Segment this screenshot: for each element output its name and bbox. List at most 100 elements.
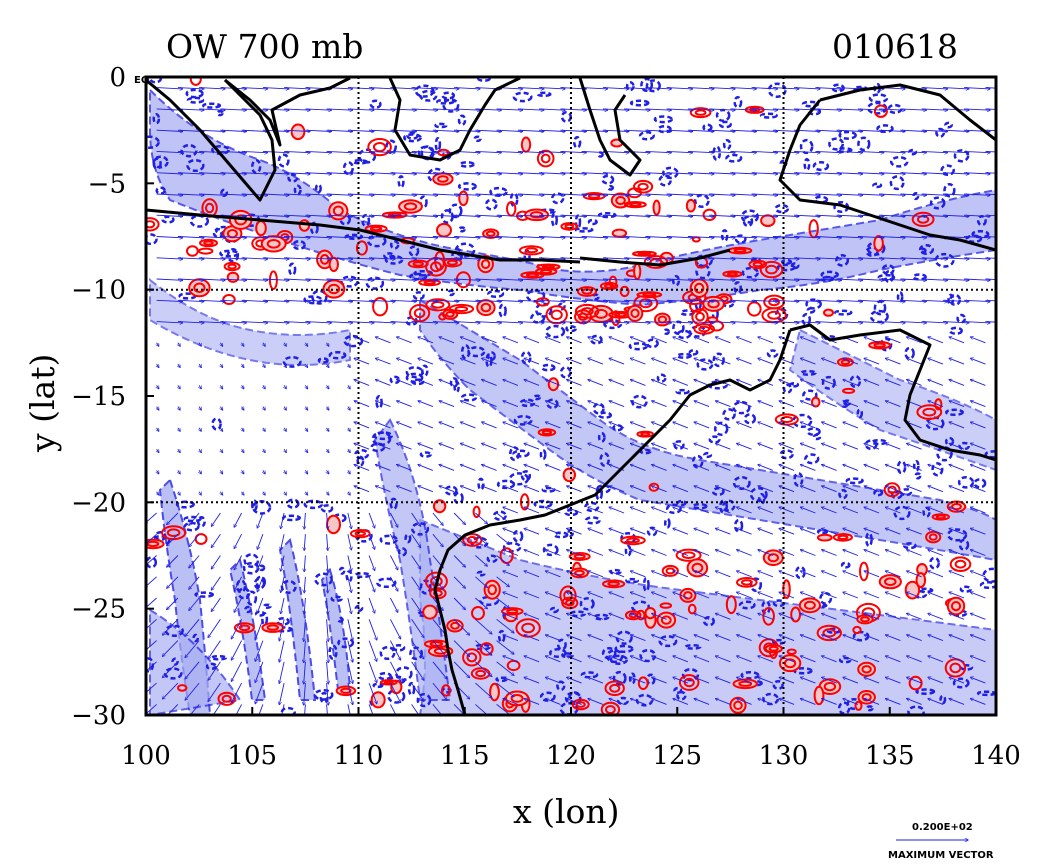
wind-vector [347,109,374,110]
wind-vector [390,194,416,195]
wind-vector [146,704,157,715]
wind-vector [284,300,310,301]
positive-contour [298,219,311,232]
wind-vector [368,555,375,571]
wind-vector [199,258,225,259]
negative-contour [535,302,553,318]
negative-contour [194,591,215,598]
negative-contour [949,293,962,306]
negative-contour [640,77,654,93]
wind-vector [262,88,289,89]
negative-contour [370,442,386,453]
wind-vector [347,173,374,174]
positive-contour [326,514,341,535]
negative-contour [676,352,692,359]
negative-contour [414,84,435,98]
wind-vector [326,130,353,131]
wind-vector [199,342,201,346]
negative-contour [436,98,455,105]
negative-contour [356,455,365,467]
positive-contour [949,556,972,573]
negative-contour [837,701,851,715]
positive-contour [568,552,591,561]
positive-contour [931,513,950,521]
negative-contour [539,448,547,461]
negative-contour [979,581,996,589]
wind-vector [263,342,265,346]
wind-vector [347,194,374,195]
positive-contour [536,149,555,168]
negative-contour [328,350,347,360]
wind-vector [369,151,395,152]
negative-contour [412,291,425,301]
negative-contour [849,375,862,388]
negative-contour [948,326,963,335]
wind-vector [369,194,395,195]
negative-contour [597,432,606,443]
positive-contour [602,579,626,589]
wind-vector [411,640,424,659]
wind-vector [284,258,310,259]
negative-contour [569,610,587,618]
wind-vector [390,661,400,682]
wind-vector [257,597,264,613]
positive-contour [398,199,423,214]
wind-vector [326,300,353,301]
wind-vector [199,448,201,452]
wind-vector [220,151,246,152]
negative-contour [556,680,566,692]
negative-contour [625,577,640,584]
wind-vector [257,512,264,528]
negative-contour [175,500,195,509]
wind-vector [347,597,352,614]
wind-vector [185,640,200,658]
positive-contour [873,104,888,118]
wind-vector [397,465,412,471]
y-axis-ticks: 0 −5 −10 −15 −20 −25 −30 [71,63,154,731]
wind-vector [327,491,329,495]
wind-vector [156,322,183,323]
positive-contour [823,308,834,317]
vector-legend-label: MAXIMUM VECTOR [888,850,994,861]
negative-contour [383,252,396,260]
wind-vector [418,337,434,344]
negative-contour [902,542,917,550]
wind-vector [305,448,307,452]
wind-vector [156,194,183,195]
positive-contour [916,404,943,420]
wind-vector [199,194,225,195]
wind-vector [257,576,264,592]
positive-contour [702,295,725,312]
wind-vector [211,576,221,590]
negative-contour [540,363,556,372]
negative-contour [813,195,829,204]
wind-vector [234,512,242,527]
wind-vector [305,279,331,280]
negative-contour [303,295,323,305]
negative-contour [828,137,845,151]
wind-vector [242,491,244,495]
wind-vector [241,151,268,152]
negative-contour [479,595,500,607]
wind-vector [263,448,265,452]
wind-vector [178,363,180,367]
negative-contour [185,88,204,99]
wind-vector [177,237,204,238]
wind-vector [199,363,201,367]
wind-vector [327,385,329,388]
wind-vector [234,555,242,570]
wind-vector [369,173,395,174]
negative-contour [681,668,700,682]
positive-contour [562,467,576,483]
wind-vector [390,682,400,703]
wind-vector [284,151,310,152]
wind-vector [220,406,222,410]
wind-vector [305,237,331,238]
wind-vector [220,342,222,346]
wind-vector [208,682,221,701]
wind-vector [397,422,412,429]
positive-contour [832,533,854,542]
positive-contour [448,303,475,315]
negative-contour [607,184,615,191]
wind-vector [304,661,306,684]
